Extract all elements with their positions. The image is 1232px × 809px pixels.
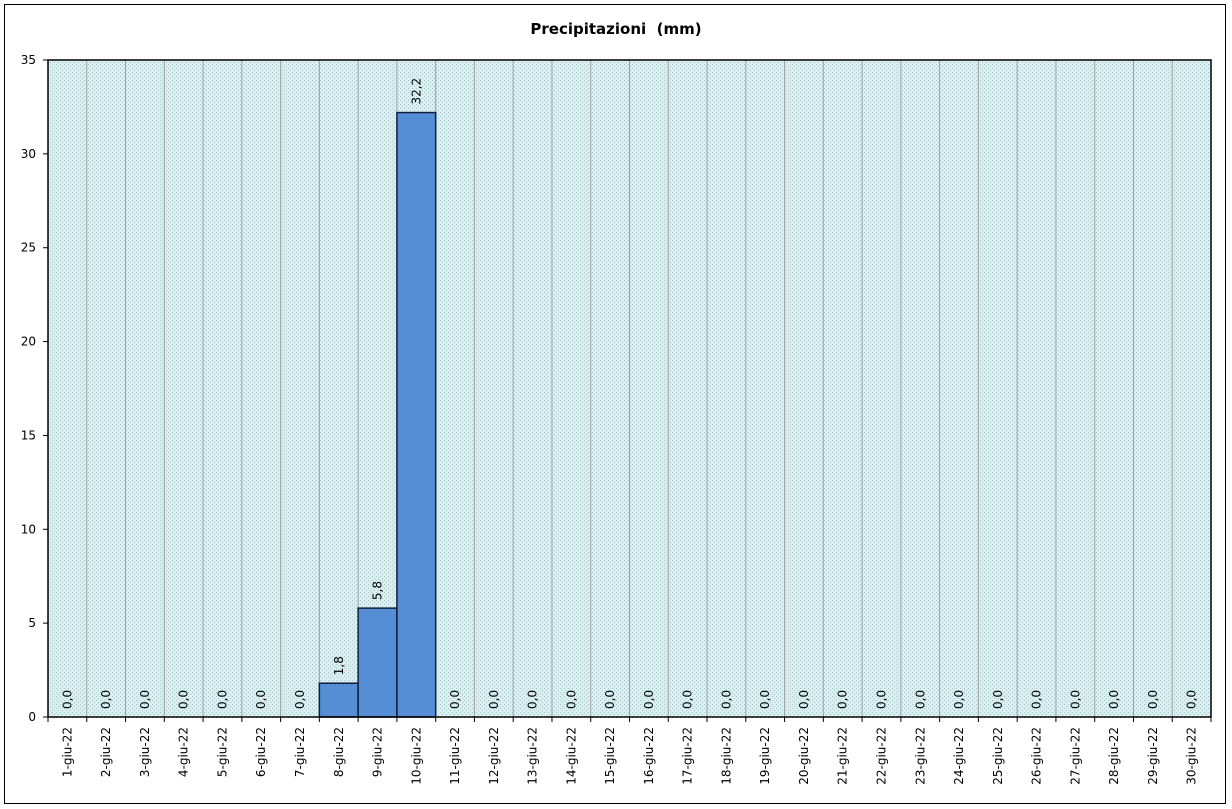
- y-tick-label: 5: [28, 616, 36, 630]
- data-label: 0,0: [138, 690, 152, 709]
- data-label: 0,0: [758, 690, 772, 709]
- data-label: 0,0: [215, 690, 229, 709]
- y-tick-label: 15: [21, 428, 36, 442]
- data-label: 0,0: [681, 690, 695, 709]
- x-tick-label: 28-giu-22: [1107, 727, 1121, 785]
- x-tick-label: 20-giu-22: [797, 727, 811, 785]
- data-label: 0,0: [177, 690, 191, 709]
- bar: [357, 607, 398, 718]
- y-tick-label: 20: [21, 335, 36, 349]
- data-label: 0,0: [1030, 690, 1044, 709]
- x-tick-label: 30-giu-22: [1185, 727, 1199, 785]
- data-label: 0,0: [952, 690, 966, 709]
- data-label: 0,0: [99, 690, 113, 709]
- x-tick-label: 3-giu-22: [138, 727, 152, 777]
- data-label: 0,0: [1107, 690, 1121, 709]
- data-label: 0,0: [797, 690, 811, 709]
- data-label: 0,0: [642, 690, 656, 709]
- data-label: 0,0: [487, 690, 501, 709]
- x-tick-label: 4-giu-22: [177, 727, 191, 777]
- x-tick-label: 21-giu-22: [836, 727, 850, 785]
- bar: [396, 111, 437, 718]
- data-label: 0,0: [564, 690, 578, 709]
- y-tick-label: 35: [21, 53, 36, 67]
- x-tick-label: 12-giu-22: [487, 727, 501, 785]
- x-tick-label: 10-giu-22: [409, 727, 423, 785]
- x-tick-label: 14-giu-22: [564, 727, 578, 785]
- x-tick-label: 9-giu-22: [371, 727, 385, 777]
- x-tick-label: 17-giu-22: [681, 727, 695, 785]
- x-tick-label: 8-giu-22: [332, 727, 346, 777]
- y-tick-label: 10: [21, 522, 36, 536]
- chart-title: Precipitazioni (mm): [530, 20, 702, 38]
- x-tick-label: 11-giu-22: [448, 727, 462, 785]
- data-label: 0,0: [603, 690, 617, 709]
- x-tick-label: 19-giu-22: [758, 727, 772, 785]
- data-label: 0,0: [254, 690, 268, 709]
- x-tick-label: 15-giu-22: [603, 727, 617, 785]
- x-tick-label: 18-giu-22: [719, 727, 733, 785]
- data-label: 5,8: [371, 581, 385, 600]
- data-label: 0,0: [1068, 690, 1082, 709]
- data-label: 0,0: [991, 690, 1005, 709]
- x-tick-label: 1-giu-22: [60, 727, 74, 777]
- data-label: 0,0: [836, 690, 850, 709]
- x-tick-label: 26-giu-22: [1030, 727, 1044, 785]
- x-tick-label: 29-giu-22: [1146, 727, 1160, 785]
- data-label: 0,0: [719, 690, 733, 709]
- x-tick-label: 24-giu-22: [952, 727, 966, 785]
- x-tick-label: 5-giu-22: [215, 727, 229, 777]
- x-tick-label: 22-giu-22: [874, 727, 888, 785]
- y-tick-label: 30: [21, 147, 36, 161]
- data-label: 0,0: [60, 690, 74, 709]
- data-label: 1,8: [332, 656, 346, 675]
- data-label: 0,0: [293, 690, 307, 709]
- bar: [318, 682, 359, 718]
- data-label: 0,0: [448, 690, 462, 709]
- data-label: 0,0: [526, 690, 540, 709]
- y-tick-label: 0: [28, 710, 36, 724]
- x-tick-label: 7-giu-22: [293, 727, 307, 777]
- x-tick-label: 2-giu-22: [99, 727, 113, 777]
- x-tick-label: 13-giu-22: [526, 727, 540, 785]
- data-label: 0,0: [1185, 690, 1199, 709]
- data-label: 0,0: [913, 690, 927, 709]
- data-label: 0,0: [874, 690, 888, 709]
- data-label: 0,0: [1146, 690, 1160, 709]
- data-label: 32,2: [409, 78, 423, 105]
- y-tick-label: 25: [21, 241, 36, 255]
- x-tick-label: 6-giu-22: [254, 727, 268, 777]
- x-tick-label: 16-giu-22: [642, 727, 656, 785]
- x-tick-label: 23-giu-22: [913, 727, 927, 785]
- x-tick-label: 27-giu-22: [1068, 727, 1082, 785]
- x-tick-label: 25-giu-22: [991, 727, 1005, 785]
